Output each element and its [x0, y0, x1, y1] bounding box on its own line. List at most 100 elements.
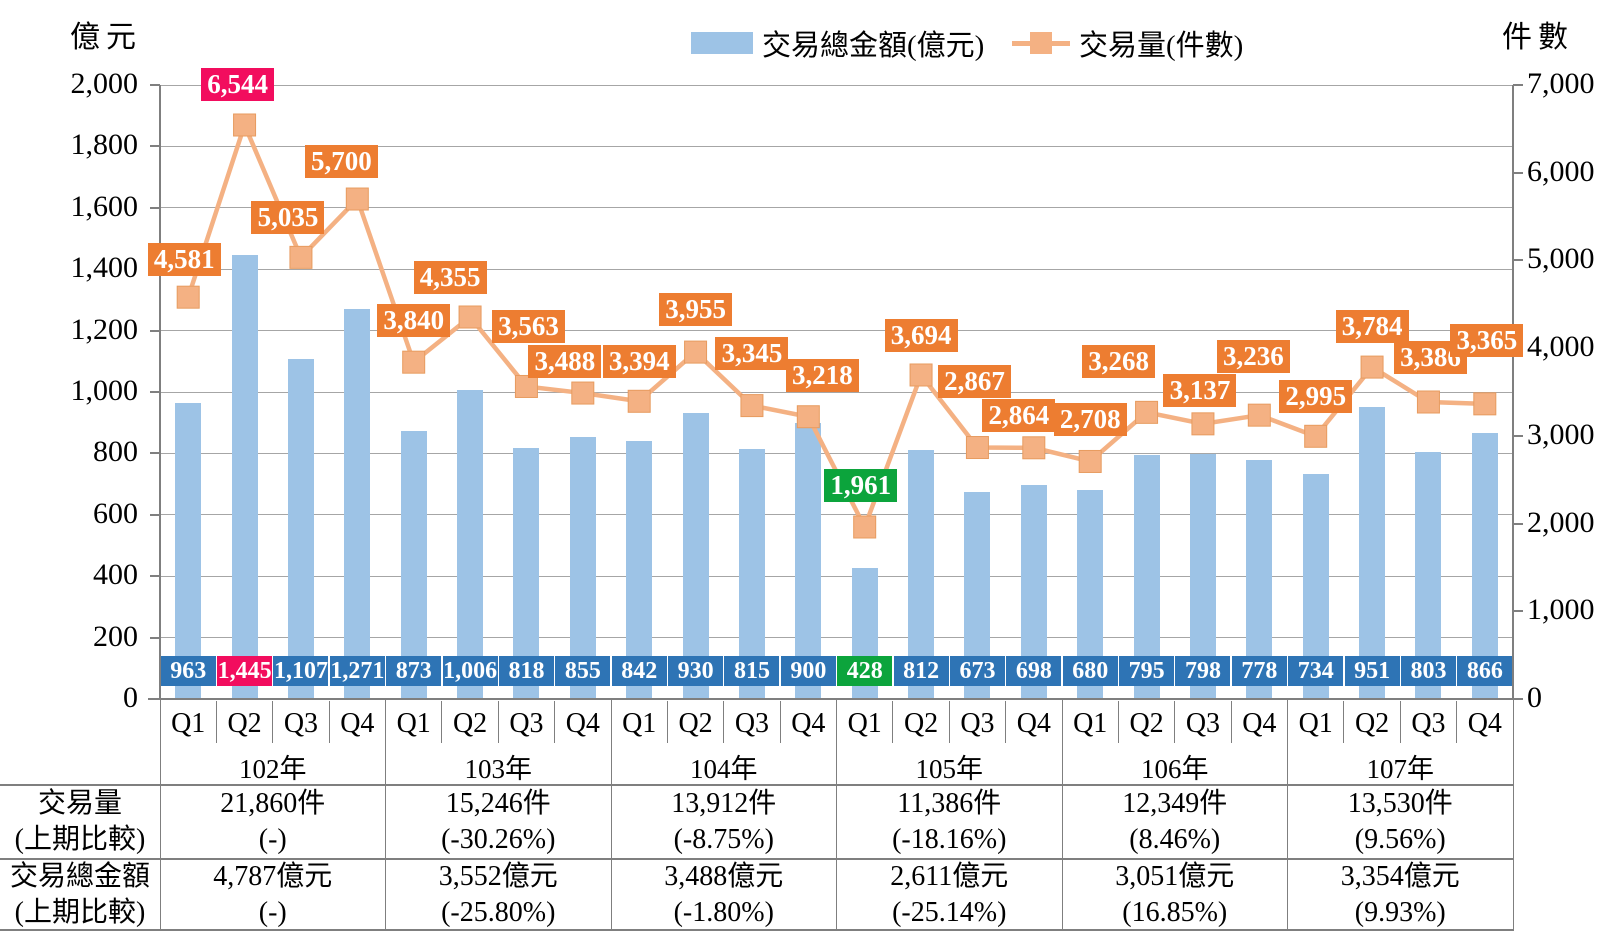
line-value-label: 3,236: [1216, 339, 1290, 373]
line-value-label: 3,218: [785, 359, 859, 393]
line-marker: [233, 113, 257, 137]
quarter-label: Q4: [1242, 708, 1277, 739]
table-cell-line: 4,787億元: [213, 860, 333, 892]
line-value-label: 3,563: [491, 309, 565, 343]
quarter-label: Q4: [1467, 708, 1502, 739]
line-value-label: 3,694: [884, 319, 958, 353]
table-cell-line: 15,246件: [445, 788, 551, 819]
right-axis-tick: [1513, 698, 1523, 700]
line-series-swatch: [1012, 32, 1070, 54]
year-separator: [1287, 699, 1288, 931]
bar-value-label: 1,006: [442, 656, 498, 686]
bar-value-label: 680: [1062, 656, 1118, 686]
y-axis-label-left: 800: [93, 435, 138, 469]
line-marker: [684, 340, 708, 364]
left-axis-tick: [150, 575, 160, 578]
bar-value-label: 798: [1175, 656, 1231, 686]
bar-value-label: 951: [1344, 656, 1400, 686]
bar: [175, 403, 202, 699]
y-axis-label-right: 5,000: [1527, 242, 1595, 276]
bar-value-label: 673: [949, 656, 1005, 686]
quarter-separator: [497, 701, 499, 743]
table-cell: 13,912件 (-8.75%): [611, 786, 837, 858]
gridline: [160, 268, 1513, 270]
line-value-label: 5,035: [251, 200, 325, 234]
table-cell-line: (9.93%): [1354, 896, 1446, 928]
y-axis-label-right: 7,000: [1527, 67, 1595, 100]
line-marker: [909, 363, 933, 387]
table-cell: 3,488億元 (-1.80%): [611, 860, 837, 929]
year-separator: [836, 699, 837, 931]
line-value-label: 1,961: [824, 469, 898, 503]
quarter-label: Q1: [1073, 708, 1108, 739]
quarter-label: Q2: [1354, 708, 1390, 739]
line-marker: [571, 381, 595, 405]
legend-label-amount: 交易總金額(億元): [762, 30, 985, 62]
table-cell: 21,860件 (-): [160, 786, 386, 858]
quarter-separator: [1174, 701, 1176, 743]
table-cell-line: (-30.26%): [441, 824, 556, 855]
line-marker: [176, 285, 200, 309]
right-axis-title: 件數: [1502, 21, 1574, 54]
quarter-label: Q4: [1016, 708, 1051, 739]
line-value-label: 4,355: [413, 260, 487, 294]
table-cell-line: (-): [258, 896, 287, 928]
left-axis-tick: [150, 84, 160, 86]
line-marker: [1022, 436, 1046, 460]
quarter-label: Q1: [396, 708, 431, 739]
table-cell-line: 12,349件: [1122, 788, 1228, 819]
line-value-label: 6,544: [201, 68, 275, 102]
line-marker: [458, 305, 482, 329]
table-row-header-line: 交易量: [37, 788, 122, 819]
year-separator: [610, 699, 612, 931]
left-axis-tick: [150, 452, 160, 455]
y-axis-label-right: 6,000: [1527, 154, 1595, 188]
right-axis-line: [1512, 85, 1514, 699]
left-axis-tick: [150, 391, 160, 393]
line-value-label: 3,488: [528, 344, 602, 378]
year-separator: [385, 699, 386, 931]
y-axis-label-left: 1,600: [70, 189, 139, 223]
bar: [287, 359, 314, 699]
line-value-label: 3,365: [1450, 324, 1524, 358]
left-axis-title: 億元: [70, 21, 142, 54]
bar-value-label: 855: [555, 656, 611, 686]
bar-value-label: 818: [498, 656, 554, 686]
left-axis-tick: [150, 636, 160, 639]
table-cell-line: 21,860件: [220, 788, 326, 819]
line-value-label: 3,137: [1163, 374, 1237, 408]
gridline: [160, 84, 1513, 86]
gridline: [160, 575, 1513, 577]
table-cell: 3,051億元 (16.85%): [1062, 860, 1288, 929]
table-cell-line: 3,552億元: [438, 860, 558, 892]
table-horizontal-line: [0, 929, 1513, 931]
quarter-separator: [272, 701, 274, 743]
y-axis-label-left: 1,800: [70, 128, 139, 162]
year-label: 104年: [690, 753, 758, 784]
line-marker: [1247, 403, 1271, 427]
bar-value-label: 873: [386, 656, 442, 686]
bar-value-label: 1,271: [329, 656, 385, 686]
table-cell-line: 3,488億元: [664, 860, 784, 892]
bar-value-label: 812: [893, 656, 949, 686]
quarter-separator: [948, 701, 950, 743]
right-axis-tick: [1513, 522, 1523, 525]
quarter-label: Q3: [1185, 708, 1221, 739]
table-cell-line: 3,354億元: [1340, 860, 1460, 892]
bar-value-label: 778: [1231, 656, 1287, 686]
line-marker: [289, 245, 313, 269]
year-separator: [1512, 699, 1514, 931]
left-axis-tick: [150, 329, 160, 332]
line-marker: [402, 350, 426, 374]
line-value-label: 2,864: [982, 399, 1056, 433]
table-cell-line: (-25.80%): [441, 896, 556, 928]
y-axis-label-right: 0: [1527, 681, 1542, 714]
line-value-label: 3,840: [377, 303, 451, 337]
bar: [231, 255, 258, 699]
line-value-label: 2,708: [1053, 402, 1127, 436]
table-cell-line: (9.56%): [1354, 824, 1446, 855]
quarter-separator: [1343, 701, 1345, 743]
quarter-separator: [1005, 701, 1007, 743]
bar-value-label: 842: [611, 656, 667, 686]
